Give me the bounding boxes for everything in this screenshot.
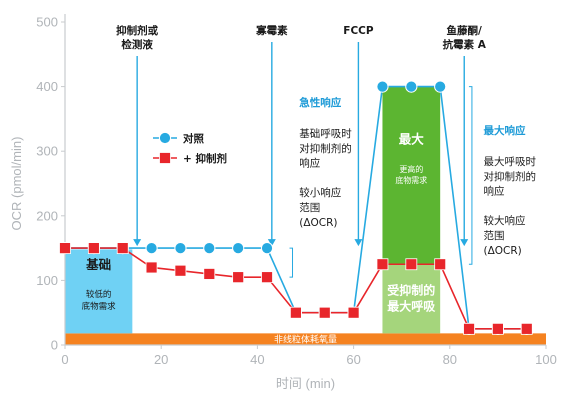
x-tick-label: 0 [61,352,68,367]
x-axis-title: 时间 (min) [276,376,335,391]
injection-label-line: 抑制剂或 [116,24,158,37]
legend-marker-control [158,131,172,145]
acute-text-line: 对抑制剂的 [299,142,352,155]
series-line-control [65,85,527,330]
inhibitor-point [405,258,418,271]
y-tick-label: 400 [36,79,58,94]
inhibitor-point [232,271,245,284]
maximal-heading: 最大响应 [483,124,525,137]
y-axis-title: OCR (pmol/min) [9,137,24,231]
control-point [405,80,418,93]
response-bracket [289,247,294,278]
injection-label-line: FCCP [343,25,374,37]
control-point [376,80,389,93]
basal-label: 基础 [85,257,111,272]
inhibitor-point [116,242,129,255]
maximal-text-line: 响应 [483,185,504,198]
max-box [382,86,441,265]
injection-label-line: 抗霉素 A [443,38,487,51]
inhibitor-point [174,264,187,277]
max-label: 最大 [399,131,425,146]
maximal-text-line: 较大响应 [483,214,525,227]
maximal-text-line: 对抑制剂的 [483,170,535,183]
control-point [203,242,216,255]
injection-label-line: 鱼藤酮/ [447,24,482,37]
acute-heading: 急性响应 [299,96,341,109]
inhibited-max-label-line: 受抑制的 [387,283,435,298]
y-tick-label: 100 [36,273,58,288]
control-point [232,242,245,255]
inhibited-max-box [382,264,441,334]
inhibitor-point [376,258,389,271]
max-sublabel-line: 底物需求 [395,175,427,185]
maximal-text-line: 范围 [483,229,504,242]
x-tick-label: 80 [443,352,457,367]
axes-layer: 0 100 200 300 400 500 0 20 40 60 80 100 时间 (min) OCR … [9,14,557,391]
max-sublabel-line: 更高的 [399,164,423,174]
y-tick-label: 200 [36,208,58,223]
inhibitor-point [491,322,504,335]
inhibitor-point [347,306,360,319]
control-point [145,242,158,255]
inhibited-max-label-line: 最大呼吸 [387,299,436,314]
inhibitor-point [261,271,273,284]
non-mito-band [65,333,546,345]
basal-sublabel-line: 较低的 [86,289,112,300]
inhibitor-point [318,306,331,319]
control-point [434,80,447,93]
inhibitor-point [203,268,216,280]
basal-box [65,249,133,334]
series-layer [58,80,533,335]
basal-sublabel-line: 底物需求 [82,301,117,312]
inhibitor-point [59,242,71,255]
x-tick-label: 60 [346,352,360,367]
acute-text-line: 范围 [299,201,320,214]
inhibitor-point [289,306,302,319]
injection-label-line: 寡霉素 [255,24,288,37]
maximal-text-line: (ΔOCR) [483,245,521,257]
legend: 对照 + 抑制剂 [153,131,227,165]
injection-arrow-head [267,239,276,247]
acute-text-line: 响应 [299,157,320,170]
acute-text-line: 基础呼吸时 [299,127,352,140]
legend-marker-inhibitor [159,152,171,164]
injection-arrow-head [460,239,469,247]
injection-label-line: 检测液 [121,38,153,51]
inhibitor-point [520,322,533,335]
x-tick-label: 40 [250,352,264,367]
inhibitor-point [87,242,100,255]
maximal-text-line: 最大呼吸时 [483,155,536,168]
y-tick-label: 300 [36,144,58,159]
legend-label-control: 对照 [183,132,204,145]
y-tick-label: 500 [36,15,58,30]
inhibitor-point [434,258,447,271]
acute-text-line: 较小响应 [299,186,341,199]
control-point [174,242,187,255]
injection-arrow-head [354,239,363,247]
x-tick-label: 20 [154,352,168,367]
injection-arrow-head [133,239,142,247]
inhibitor-point [463,322,475,335]
non-mito-label: 非线粒体耗氧量 [274,334,337,346]
x-tick-label: 100 [535,352,557,367]
inhibitor-point [145,261,158,274]
control-point [260,242,274,255]
acute-text-line: (ΔOCR) [299,217,337,229]
response-bracket [468,86,473,265]
y-tick-label: 0 [51,338,58,353]
legend-label-inhibitor: + 抑制剂 [183,152,227,165]
